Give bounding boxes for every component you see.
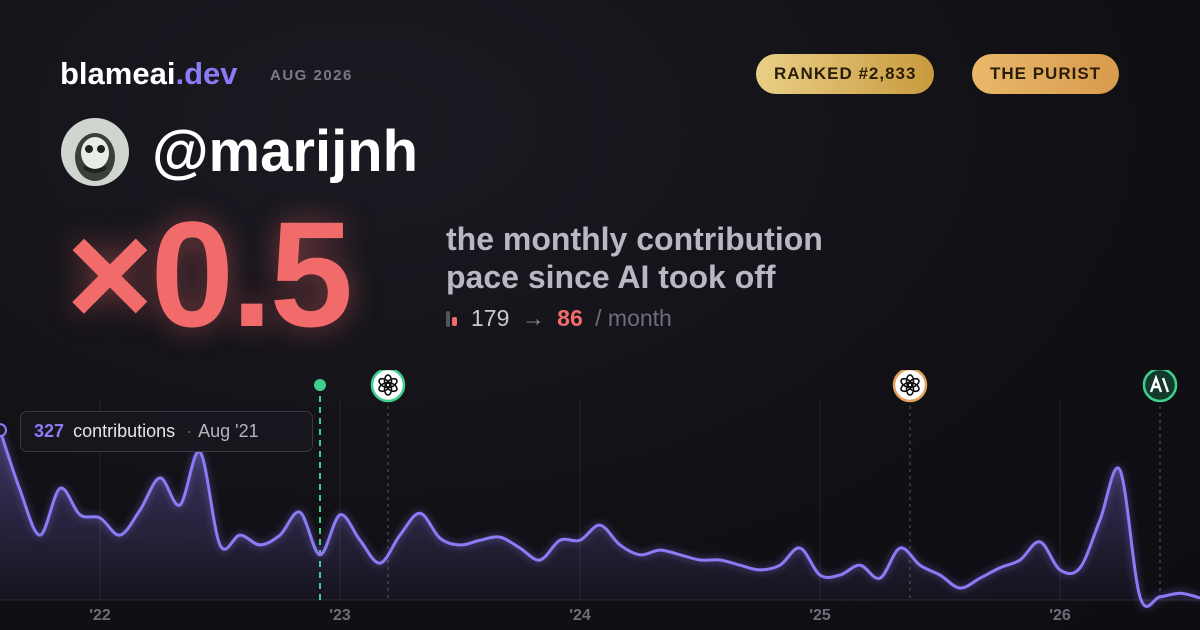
event-icon (892, 370, 928, 403)
tooltip: 327 contributions · Aug '21 (20, 411, 313, 452)
rank-badge: RANKED #2,833 (756, 54, 935, 94)
pace: 179 → 86 / month (446, 305, 672, 332)
site: blameai (60, 56, 176, 91)
icon-bg (892, 370, 928, 403)
brand: blameai.dev (60, 56, 237, 92)
period: AUG 2026 (270, 67, 353, 84)
icon-bg (370, 370, 406, 403)
tooltip-label: contributions (73, 421, 176, 441)
caption-line: pace since AI took off (446, 259, 776, 295)
caption: the monthly contribution pace since AI t… (446, 220, 823, 296)
hover-point (0, 423, 7, 438)
caption-line: the monthly contribution (446, 221, 823, 257)
icon-glyph (1149, 374, 1170, 393)
multiplier: ×0.5 (66, 190, 353, 358)
persona-badge: THE PURIST (972, 54, 1120, 94)
icon-petal (378, 377, 391, 389)
pace-before: 179 (471, 305, 510, 331)
site-tld: .dev (175, 56, 238, 91)
event-dot (314, 379, 326, 391)
event-icon (370, 370, 406, 403)
x-tick-label: '23 (329, 607, 351, 624)
x-tick-label: '25 (809, 607, 831, 624)
chart: '22 '23 '24 '25 '26 (0, 370, 1200, 624)
x-tick-label: '22 (89, 607, 111, 624)
tooltip-value: 327 (34, 421, 65, 441)
icon-bg (1142, 370, 1178, 403)
x-tick-label: '24 (569, 607, 591, 624)
tooltip-date: Aug '21 (198, 421, 259, 441)
pace-unit: / month (595, 305, 672, 331)
icon-petal (900, 377, 913, 389)
event-icon (1142, 370, 1178, 403)
handle: @marijnh (152, 119, 419, 184)
x-tick-label: '26 (1049, 607, 1071, 624)
pace-after: 86 (557, 305, 583, 331)
area (0, 430, 1200, 607)
arrow: → (521, 305, 545, 331)
avatar (61, 118, 129, 186)
